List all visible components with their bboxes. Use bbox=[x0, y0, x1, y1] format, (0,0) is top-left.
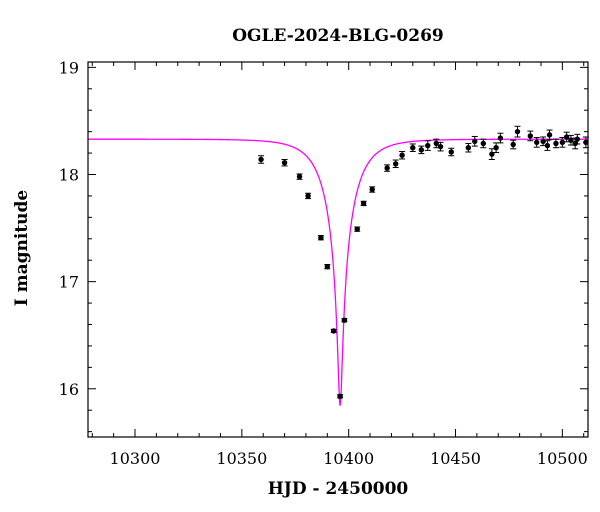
data-marker bbox=[369, 186, 375, 193]
data-point bbox=[527, 130, 534, 142]
data-point bbox=[360, 200, 367, 207]
data-marker bbox=[337, 393, 343, 399]
data-point bbox=[514, 125, 521, 138]
data-point bbox=[258, 155, 265, 164]
x-axis-label: HJD - 2450000 bbox=[268, 479, 409, 499]
data-marker bbox=[399, 152, 405, 158]
data-point bbox=[546, 129, 553, 141]
data-point bbox=[493, 142, 500, 154]
data-point bbox=[281, 159, 288, 167]
data-marker bbox=[392, 161, 399, 167]
data-point bbox=[409, 143, 416, 152]
x-tick-label: 10300 bbox=[110, 449, 161, 468]
x-tick-label: 10400 bbox=[323, 449, 374, 468]
data-point bbox=[471, 135, 478, 147]
y-tick-label: 17 bbox=[59, 273, 79, 292]
y-tick-label: 19 bbox=[59, 58, 79, 77]
data-marker bbox=[534, 139, 540, 146]
data-marker bbox=[568, 137, 574, 143]
y-tick-label: 18 bbox=[59, 166, 79, 185]
data-point bbox=[341, 317, 348, 323]
data-point bbox=[317, 235, 324, 241]
data-point bbox=[305, 192, 312, 200]
data-point bbox=[418, 145, 425, 155]
data-marker bbox=[258, 156, 264, 163]
x-tick-label: 10450 bbox=[430, 449, 481, 468]
data-marker bbox=[410, 145, 416, 151]
data-marker bbox=[448, 149, 454, 155]
data-marker bbox=[559, 139, 566, 146]
data-marker bbox=[281, 160, 288, 166]
data-marker bbox=[418, 147, 425, 153]
data-marker bbox=[360, 200, 367, 207]
data-point bbox=[567, 134, 574, 146]
data-marker bbox=[305, 193, 311, 199]
data-point bbox=[437, 141, 444, 152]
data-marker bbox=[553, 140, 559, 147]
data-point bbox=[384, 164, 391, 172]
x-tick-label: 10500 bbox=[537, 449, 588, 468]
data-point bbox=[433, 138, 440, 149]
data-marker bbox=[318, 235, 324, 241]
data-marker bbox=[572, 140, 578, 147]
data-marker bbox=[583, 139, 589, 146]
data-marker bbox=[546, 132, 553, 138]
data-point bbox=[330, 328, 337, 334]
data-marker bbox=[493, 145, 499, 151]
data-point bbox=[497, 132, 504, 144]
data-point bbox=[465, 142, 472, 153]
data-point bbox=[488, 148, 495, 160]
data-marker bbox=[433, 140, 439, 147]
data-marker bbox=[497, 135, 504, 141]
data-point bbox=[399, 150, 406, 160]
data-marker bbox=[480, 140, 486, 147]
chart-title: OGLE-2024-BLG-0269 bbox=[232, 26, 444, 46]
data-marker bbox=[331, 328, 337, 334]
data-point bbox=[296, 173, 303, 180]
data-marker bbox=[341, 317, 348, 323]
data-point bbox=[533, 137, 540, 148]
data-marker bbox=[544, 142, 551, 149]
data-marker bbox=[425, 142, 431, 149]
data-marker bbox=[296, 173, 303, 180]
y-axis-label: I magnitude bbox=[12, 190, 32, 307]
data-marker bbox=[324, 263, 331, 270]
data-marker bbox=[465, 145, 472, 151]
data-point bbox=[392, 159, 399, 169]
data-point bbox=[424, 140, 431, 151]
data-marker bbox=[384, 165, 390, 171]
y-tick-label: 16 bbox=[59, 380, 79, 399]
data-point bbox=[337, 393, 344, 399]
data-point bbox=[574, 133, 581, 145]
data-point bbox=[448, 147, 455, 157]
data-marker bbox=[354, 226, 360, 232]
axes-layer: 10300 10350 10400 10450 10500 16 17 18 19 bbox=[59, 58, 589, 468]
x-tick-label: 10350 bbox=[216, 449, 267, 468]
data-marker bbox=[510, 141, 516, 148]
data-marker bbox=[472, 138, 478, 144]
data-marker bbox=[437, 143, 444, 150]
data-point bbox=[354, 226, 361, 232]
data-point bbox=[552, 138, 559, 149]
data-point bbox=[544, 140, 551, 151]
model-curve bbox=[88, 138, 588, 406]
plot-frame bbox=[87, 61, 589, 438]
data-point bbox=[324, 263, 331, 270]
data-points-layer bbox=[258, 125, 589, 399]
model-curve-layer bbox=[88, 138, 588, 406]
data-point bbox=[369, 186, 376, 193]
data-marker bbox=[514, 128, 521, 135]
data-point bbox=[510, 139, 517, 150]
data-marker bbox=[527, 133, 534, 139]
data-marker bbox=[540, 138, 546, 144]
data-point bbox=[480, 138, 487, 149]
data-marker bbox=[574, 136, 581, 142]
